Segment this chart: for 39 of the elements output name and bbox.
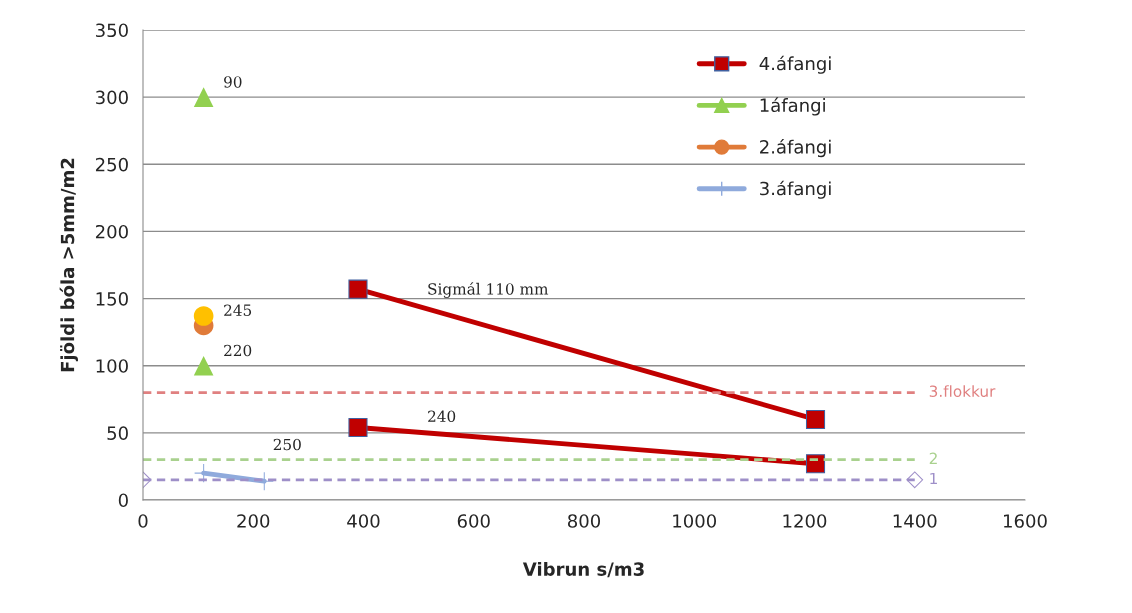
y-tick-label: 300	[96, 90, 128, 105]
x-axis-title: Vibrun s/m3	[522, 561, 644, 578]
x-tick-label: 1400	[893, 514, 937, 528]
y-tick-label: 250	[95, 157, 128, 172]
y-tick-label: 50	[107, 426, 128, 440]
series-label: 2	[929, 452, 937, 464]
annotation: 220	[224, 344, 252, 357]
annotation: 90	[224, 76, 242, 88]
y-tick-label: 150	[96, 292, 128, 306]
point	[193, 87, 214, 107]
legend-label: 4.áfangi	[759, 55, 831, 74]
x-tick-label: 0	[138, 514, 148, 528]
series-label: 1	[930, 472, 937, 485]
y-axis-title: Fjöldi bóla >5mm/m2	[59, 158, 78, 372]
point	[193, 306, 214, 326]
point	[348, 417, 368, 438]
x-tick-label: 1600	[1004, 514, 1047, 528]
y-tick-label: 200	[95, 224, 128, 239]
x-tick-label: 400	[347, 514, 380, 528]
annotation: Sigmál 110 mm	[428, 282, 549, 298]
x-tick-label: 800	[567, 514, 601, 528]
x-tick-label: 200	[237, 514, 270, 528]
point	[348, 279, 368, 299]
legend-label: 3.áfangi	[760, 180, 831, 199]
legend-label: 1áfangi	[760, 97, 825, 116]
annotation: 245	[224, 304, 252, 316]
series-label: 3.flokkur	[929, 385, 996, 397]
annotation: 240	[428, 410, 456, 423]
legend-label: 2.áfangi	[760, 138, 831, 158]
y-tick-label: 350	[96, 23, 128, 38]
y-tick-label: 100	[96, 359, 128, 373]
annotation: 250	[273, 438, 301, 451]
y-tick-label: 0	[118, 493, 128, 508]
point	[193, 355, 214, 376]
x-tick-label: 1000	[673, 514, 717, 528]
point	[805, 454, 826, 474]
point	[805, 409, 826, 429]
x-tick-label: 600	[457, 514, 490, 528]
x-tick-label: 1200	[783, 514, 827, 528]
